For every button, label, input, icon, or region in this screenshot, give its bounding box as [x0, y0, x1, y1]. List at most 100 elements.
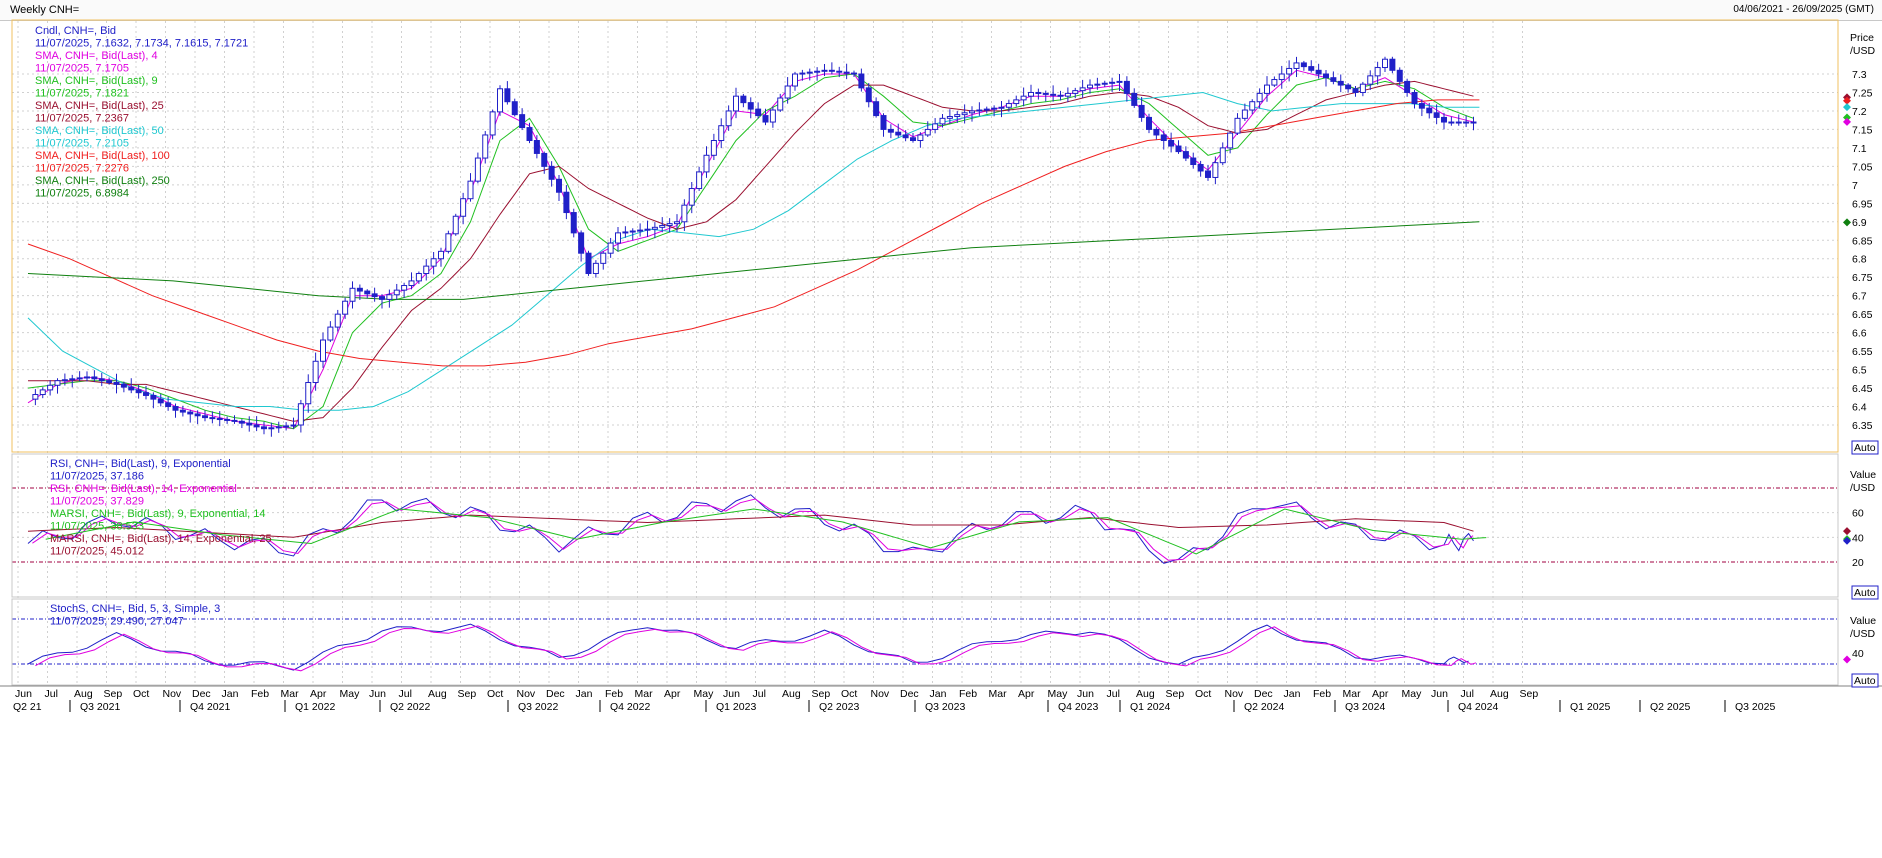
legend-series-label: SMA, CNH=, Bid(Last), 50 [35, 125, 164, 137]
sma-line-2 [27, 73, 1474, 430]
auto-scale-button[interactable] [1851, 585, 1879, 600]
candle-body [1168, 140, 1175, 147]
x-month-label: Aug [428, 688, 447, 700]
candle-body [1286, 67, 1293, 75]
x-quarter-label: Q3 2021 [80, 701, 120, 713]
candle-body [194, 413, 201, 417]
x-quarter-label: Q2 21 [13, 701, 42, 713]
candle-body [1463, 121, 1470, 124]
date-range: 04/06/2021 - 26/09/2025 (GMT) [1733, 4, 1874, 15]
candle-body [1418, 103, 1425, 109]
candle-body [902, 134, 909, 139]
x-quarter-label: Q4 2024 [1458, 701, 1498, 713]
price-axis-unit: /USD [1850, 45, 1876, 57]
stoch-panel-frame [11, 598, 1839, 686]
candle-body [1374, 67, 1381, 77]
x-month-label: Jun [723, 688, 740, 700]
candle-body [1123, 80, 1130, 94]
candle-body [1271, 79, 1278, 86]
candle-body [865, 87, 872, 103]
price-tick-label: 7.2 [1852, 106, 1867, 118]
legend-series-value: 11/07/2025, 37.829 [50, 496, 144, 508]
legend-series-label: SMA, CNH=, Bid(Last), 9 [35, 75, 158, 87]
end-value-marker [1843, 655, 1851, 664]
candle-body [1455, 121, 1462, 124]
candle-body [681, 204, 688, 223]
candle-body [209, 417, 216, 420]
candle-body [1308, 66, 1315, 71]
legend-series-value: 11/07/2025, 7.2367 [35, 113, 129, 125]
legend-series-label: Cndl, CNH=, Bid [35, 25, 116, 37]
x-quarter-label: Q1 2023 [716, 701, 756, 713]
x-month-label: Apr [310, 688, 327, 700]
auto-scale-button[interactable] [1851, 673, 1879, 688]
candle-body [548, 165, 555, 180]
candle-body [1396, 69, 1403, 82]
candle-body [644, 228, 651, 231]
candle-body [1219, 147, 1226, 164]
candle-body [430, 258, 437, 267]
candle-body [1249, 101, 1256, 111]
candle-body [91, 376, 98, 380]
x-month-label: Jan [1284, 688, 1301, 700]
x-month-label: Aug [1490, 688, 1509, 700]
candle-body [408, 280, 415, 287]
candle-body [762, 115, 769, 123]
candle-body [1035, 91, 1042, 94]
price-tick-label: 7.15 [1852, 124, 1873, 136]
candle-body [297, 403, 304, 426]
candle-body [460, 198, 467, 217]
candle-body [873, 101, 880, 117]
candle-body [1470, 121, 1477, 124]
candle-body [1160, 134, 1167, 142]
candle-body [497, 88, 503, 113]
rsi-tick-label: 20 [1852, 557, 1864, 569]
price-panel-frame [11, 19, 1839, 453]
legend-series-value: 11/07/2025, 7.2276 [35, 163, 129, 175]
auto-scale-button[interactable] [1851, 440, 1879, 455]
candle-body [858, 73, 865, 89]
x-quarter-label: Q1 2022 [295, 701, 335, 713]
candle-body [1241, 109, 1248, 119]
candle-body [386, 294, 393, 300]
candle-body [1153, 128, 1160, 136]
candle-body [1337, 80, 1344, 86]
candle-body [725, 110, 732, 127]
candle-body [1175, 145, 1182, 153]
candle-body [489, 111, 496, 136]
candle-body [1072, 90, 1079, 94]
candle-body [976, 109, 983, 112]
candle-body [696, 171, 703, 190]
candle-body [1005, 103, 1012, 108]
candle-body [1109, 81, 1116, 84]
x-month-label: Jul [1461, 688, 1474, 700]
x-month-label: Aug [782, 688, 801, 700]
x-month-label: Aug [1136, 688, 1155, 700]
end-value-marker [1843, 103, 1851, 112]
legend-series-value: 11/07/2025, 7.1632, 7.1734, 7.1615, 7.17… [35, 38, 248, 50]
candle-body [356, 287, 363, 292]
candle-body [1426, 107, 1433, 114]
candle-body [84, 376, 90, 379]
candle-body [917, 134, 924, 142]
legend-series-label: StochS, CNH=, Bid, 5, 3, Simple, 3 [50, 603, 220, 615]
candle-body [991, 107, 998, 110]
candle-body [1256, 92, 1263, 103]
candle-body [128, 386, 135, 391]
x-month-label: Apr [664, 688, 681, 700]
candle-body [1323, 73, 1329, 79]
candle-body [1057, 94, 1064, 97]
candle-body [342, 300, 349, 315]
x-month-label: Oct [841, 688, 857, 700]
price-tick-label: 6.45 [1852, 383, 1873, 395]
x-quarter-label: Q1 2024 [1130, 701, 1170, 713]
x-month-label: Jan [930, 688, 947, 700]
candle-body [474, 157, 481, 182]
legend-series-value: 11/07/2025, 29.490, 27.047 [50, 616, 184, 628]
end-value-marker [1843, 536, 1851, 545]
candle-body [718, 125, 725, 142]
auto-scale-label: Auto [1854, 587, 1876, 599]
candle-body [393, 289, 400, 296]
rsi14-line [32, 498, 1474, 561]
